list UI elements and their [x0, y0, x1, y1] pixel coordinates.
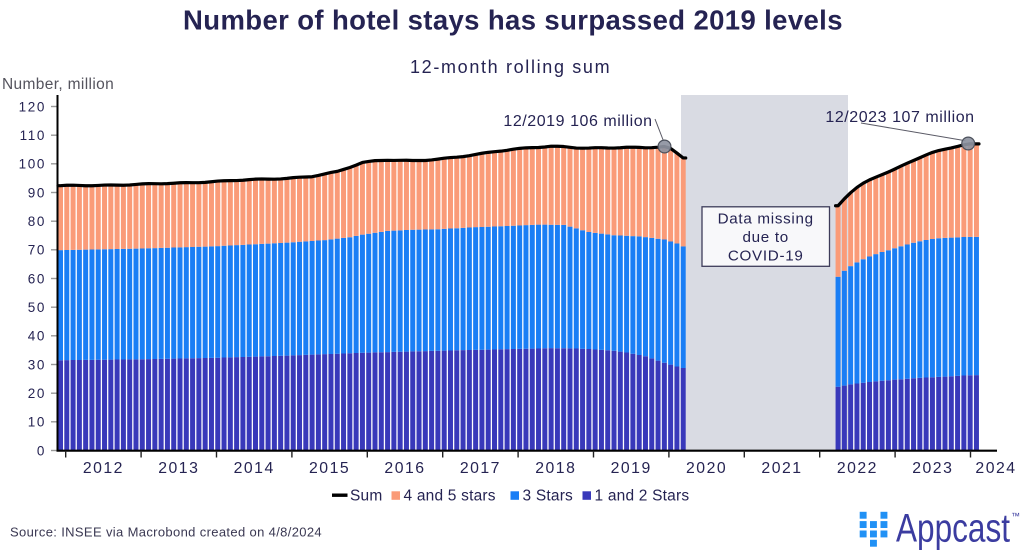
svg-text:70: 70 — [28, 243, 46, 258]
svg-text:2021: 2021 — [761, 460, 802, 477]
svg-text:due to: due to — [742, 229, 788, 246]
svg-text:20: 20 — [28, 386, 46, 401]
svg-text:2017: 2017 — [460, 460, 501, 477]
svg-text:2016: 2016 — [384, 460, 425, 477]
svg-text:30: 30 — [28, 357, 46, 372]
svg-text:4 and 5 stars: 4 and 5 stars — [404, 488, 496, 505]
svg-text:2024: 2024 — [975, 460, 1016, 477]
svg-text:100: 100 — [19, 157, 46, 172]
svg-text:110: 110 — [20, 128, 46, 143]
svg-text:Source: INSEE via Macrobond cr: Source: INSEE via Macrobond created on 4… — [10, 525, 322, 540]
svg-text:Sum: Sum — [350, 488, 382, 505]
svg-text:50: 50 — [28, 300, 46, 315]
svg-text:2022: 2022 — [837, 460, 878, 477]
svg-text:10: 10 — [28, 415, 46, 430]
svg-text:2015: 2015 — [309, 460, 350, 477]
svg-text:Appcast: Appcast — [896, 507, 1010, 551]
svg-text:80: 80 — [28, 214, 46, 229]
svg-text:12-month rolling sum: 12-month rolling sum — [410, 57, 610, 77]
svg-text:2012: 2012 — [83, 460, 124, 477]
svg-text:™: ™ — [1011, 511, 1020, 521]
svg-text:12/2023 107 million: 12/2023 107 million — [825, 109, 974, 126]
svg-text:40: 40 — [28, 329, 46, 344]
svg-text:2019: 2019 — [611, 460, 652, 477]
svg-text:0: 0 — [37, 443, 46, 458]
svg-text:90: 90 — [28, 185, 46, 200]
svg-text:3 Stars: 3 Stars — [523, 488, 574, 505]
svg-text:2018: 2018 — [535, 460, 576, 477]
svg-text:2020: 2020 — [686, 460, 727, 477]
svg-text:Data missing: Data missing — [718, 211, 814, 228]
svg-text:120: 120 — [19, 99, 46, 114]
svg-text:COVID-19: COVID-19 — [728, 248, 804, 265]
svg-text:2014: 2014 — [234, 460, 275, 477]
svg-text:12/2019 106 million: 12/2019 106 million — [503, 113, 652, 130]
svg-text:2013: 2013 — [158, 460, 199, 477]
svg-text:1 and 2 Stars: 1 and 2 Stars — [595, 488, 690, 505]
svg-text:Number, million: Number, million — [2, 76, 114, 93]
svg-text:Number of hotel stays has surp: Number of hotel stays has surpassed 2019… — [183, 5, 843, 36]
svg-text:60: 60 — [28, 271, 46, 286]
svg-text:2023: 2023 — [912, 460, 953, 477]
